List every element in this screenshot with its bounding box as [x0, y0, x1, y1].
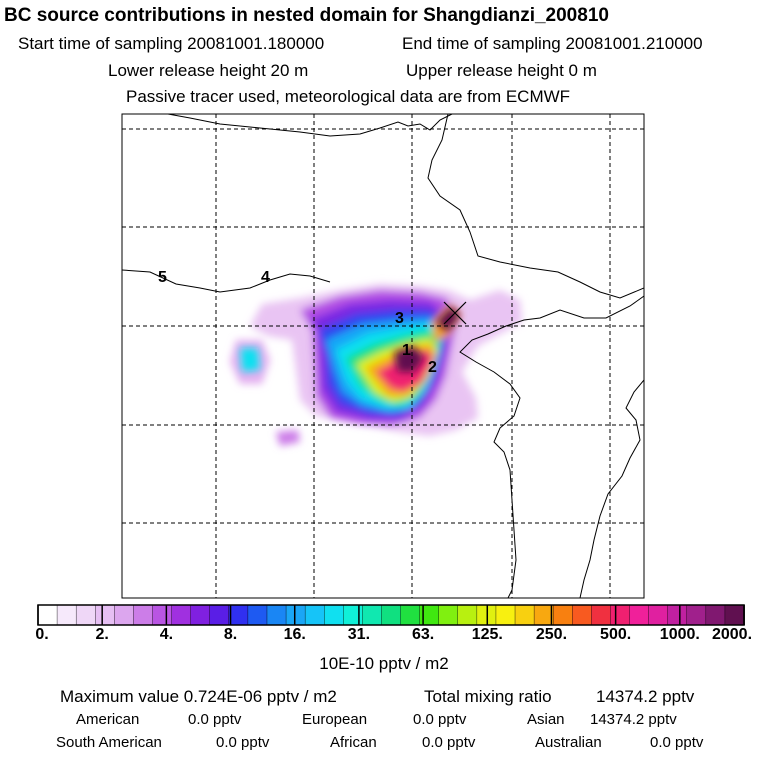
colorbar-bin — [705, 604, 726, 626]
colorbar-bin — [324, 604, 345, 626]
african-label: African — [330, 734, 377, 751]
map-frame — [121, 113, 645, 599]
colorbar-bin — [228, 604, 249, 626]
tracer-label: Passive tracer used, meteorological data… — [126, 87, 571, 106]
colorbar-bin — [171, 604, 192, 626]
colorbar-bin — [343, 604, 364, 626]
colorbar-bin — [438, 604, 459, 626]
colorbar-bin — [285, 604, 306, 626]
colorbar-bin — [133, 604, 154, 626]
colorbar-tick-label: 4. — [159, 626, 174, 643]
colorbar-bin — [190, 604, 211, 626]
colorbar-bin — [572, 604, 593, 626]
south-american-value: 0.0 pptv — [216, 734, 270, 751]
american-label: American — [76, 711, 140, 728]
colorbar — [37, 604, 745, 626]
region-label-4: 4 — [261, 269, 270, 286]
colorbar-tick-label: 16. — [283, 626, 306, 643]
graticule — [122, 114, 644, 598]
region-label-2: 2 — [428, 359, 437, 376]
colorbar-unit: 10E-10 pptv / m2 — [319, 654, 449, 673]
colorbar-bin — [75, 604, 97, 626]
colorbar-tick-label: 250. — [535, 626, 568, 643]
upper-release-label: Upper release height 0 m — [406, 61, 597, 80]
asian-label: Asian — [527, 711, 565, 728]
colorbar-bin — [610, 604, 631, 626]
south-american-label: South American — [56, 734, 162, 751]
colorbar-bin — [591, 604, 612, 626]
european-value: 0.0 pptv — [413, 711, 467, 728]
colorbar-bin — [152, 604, 173, 626]
colorbar-tick-label: 0. — [35, 626, 49, 643]
colorbar-bin — [247, 604, 268, 626]
page-title: BC source contributions in nested domain… — [4, 5, 609, 26]
australian-label: Australian — [535, 734, 602, 751]
colorbar-tick-label: 8. — [223, 626, 238, 643]
colorbar-bin — [304, 604, 326, 626]
colorbar-bin — [209, 604, 230, 626]
colorbar-bin — [37, 604, 58, 626]
colorbar-bin — [629, 604, 650, 626]
region-label-5: 5 — [158, 269, 167, 286]
colorbar-bin — [514, 604, 535, 626]
colorbar-tick-label: 125. — [471, 626, 503, 643]
lower-release-label: Lower release height 20 m — [108, 61, 309, 80]
colorbar-bin — [648, 604, 669, 626]
colorbar-bin — [56, 604, 77, 626]
american-value: 0.0 pptv — [188, 711, 242, 728]
colorbar-tick-label: 2. — [95, 626, 109, 643]
colorbar-bin — [457, 604, 478, 626]
colorbar-bin — [95, 604, 116, 626]
colorbar-bin — [667, 604, 688, 626]
region-label-3: 3 — [395, 310, 404, 327]
colorbar-bin — [381, 604, 402, 626]
colorbar-tick-label: 500. — [600, 626, 632, 643]
colorbar-bin — [552, 604, 574, 626]
total-mixing-value: 14374.2 pptv — [596, 687, 695, 706]
colorbar-bin — [114, 604, 135, 626]
asian-value: 14374.2 pptv — [590, 711, 677, 728]
colorbar-tick-label: 63. — [411, 626, 435, 643]
receptor-x-marker — [443, 301, 467, 325]
colorbar-bin — [724, 604, 745, 626]
end-time-label: End time of sampling 20081001.210000 — [402, 34, 703, 53]
total-mixing-label: Total mixing ratio — [424, 687, 552, 706]
start-time-label: Start time of sampling 20081001.180000 — [18, 34, 325, 53]
colorbar-bin — [266, 604, 287, 626]
colorbar-bin — [362, 604, 383, 626]
plume-field — [230, 284, 522, 446]
region-label-1: 1 — [402, 342, 411, 359]
colorbar-tick-label: 1000. — [659, 626, 700, 643]
australian-value: 0.0 pptv — [650, 734, 704, 751]
colorbar-bin — [495, 604, 516, 626]
african-value: 0.0 pptv — [422, 734, 476, 751]
colorbar-tick-label: 31. — [347, 626, 371, 643]
max-value-label: Maximum value 0.724E-06 pptv / m2 — [60, 687, 337, 706]
colorbar-tick-label: 2000. — [711, 626, 753, 643]
colorbar-bin — [686, 604, 707, 626]
european-label: European — [302, 711, 368, 728]
colorbar-bin — [400, 604, 421, 626]
